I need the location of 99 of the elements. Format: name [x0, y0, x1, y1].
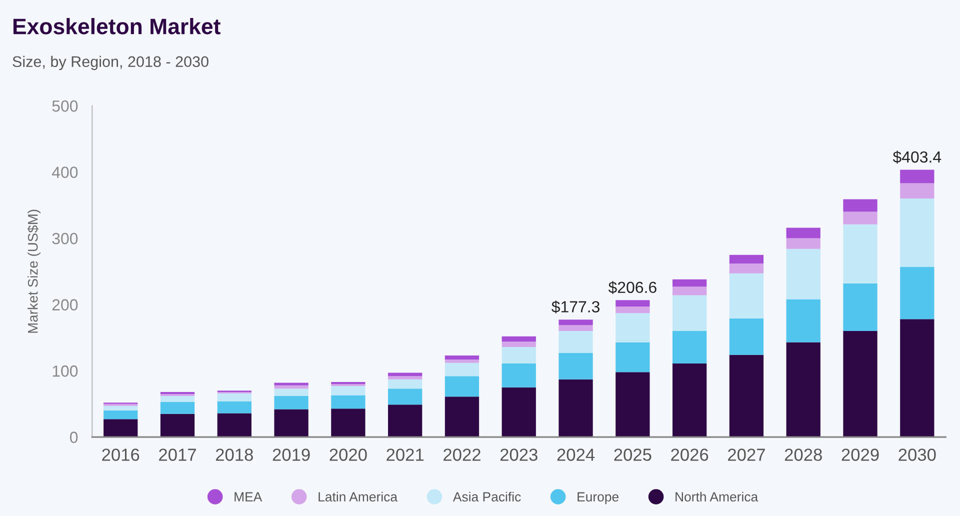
bar [444, 376, 480, 397]
bar [786, 299, 820, 342]
bar [729, 254, 764, 264]
bar [843, 199, 878, 212]
bar [558, 352, 593, 380]
bar [502, 336, 536, 342]
bar [502, 387, 536, 438]
bar [843, 331, 878, 438]
bar [274, 388, 308, 396]
x-tick-label: 2016 [102, 448, 140, 461]
bar [444, 362, 480, 376]
y-tick-label: 0 [70, 432, 78, 443]
bar [729, 318, 764, 355]
bar [729, 273, 764, 318]
bar [672, 331, 707, 364]
bar [900, 266, 934, 320]
bar [104, 406, 138, 411]
bar [786, 228, 820, 238]
bar [729, 263, 764, 274]
bar [843, 224, 878, 284]
legend-label: Latin America [318, 492, 398, 502]
bar [558, 331, 593, 353]
bar [900, 198, 934, 267]
chart-subtitle: Size, by Region, 2018 - 2030 [12, 56, 208, 70]
legend-label: Europe [578, 492, 619, 504]
y-tick-label: 300 [52, 232, 78, 244]
bar [331, 395, 366, 409]
bar [388, 388, 422, 405]
bar [502, 346, 536, 364]
bar [558, 320, 593, 326]
bar [160, 402, 195, 414]
bar [900, 319, 934, 438]
bar [388, 372, 422, 376]
bar [900, 170, 934, 184]
total-label: $177.3 [552, 300, 600, 314]
bar [160, 396, 195, 402]
total-label: $206.6 [608, 281, 656, 294]
x-tick-label: 2026 [671, 448, 708, 461]
bar [160, 414, 195, 438]
bar [672, 279, 707, 287]
bar [331, 386, 366, 396]
bar [274, 385, 308, 389]
x-tick-label: 2017 [159, 448, 196, 461]
x-tick-label: 2025 [614, 448, 652, 461]
x-tick-label: 2029 [842, 448, 879, 461]
bar [729, 354, 764, 438]
bar [843, 212, 878, 224]
y-tick-label: 500 [52, 100, 78, 112]
bar [444, 396, 480, 438]
bar [616, 300, 650, 307]
total-label: $403.4 [892, 150, 942, 164]
bar [104, 419, 138, 438]
bar [843, 283, 878, 332]
bar [274, 409, 308, 438]
x-tick-label: 2024 [557, 448, 595, 461]
x-tick-label: 2021 [386, 448, 424, 461]
bar [616, 313, 650, 342]
bar [217, 413, 252, 438]
x-tick-label: 2019 [272, 448, 310, 461]
bar [616, 372, 650, 438]
legend-label: Asia Pacific [452, 492, 521, 502]
bar [388, 376, 422, 380]
bar [388, 404, 422, 438]
x-tick-label: 2023 [500, 448, 538, 461]
bar [274, 382, 308, 386]
bar [502, 342, 536, 347]
x-tick-label: 2027 [728, 448, 765, 461]
bar [217, 401, 252, 414]
bar [444, 360, 480, 363]
bar [786, 342, 820, 438]
y-axis-title: Market Size (US$M) [27, 210, 41, 333]
bar [558, 379, 593, 438]
x-tick-label: 2018 [216, 448, 253, 461]
bar [104, 410, 138, 420]
bar [217, 393, 252, 402]
legend-label: North America [676, 492, 758, 502]
legend-label: MEA [234, 492, 262, 502]
bar [331, 408, 366, 438]
y-tick-label: 200 [52, 299, 78, 310]
bar [558, 325, 593, 332]
bar [388, 379, 422, 389]
bar [672, 295, 707, 332]
x-tick-label: 2030 [898, 448, 936, 461]
x-tick-label: 2028 [784, 448, 822, 461]
x-tick-label: 2022 [444, 448, 480, 461]
bar [672, 286, 707, 296]
bar [502, 364, 536, 388]
bar [616, 306, 650, 314]
y-tick-label: 400 [52, 166, 78, 178]
bar [672, 364, 707, 438]
bar [900, 183, 934, 199]
bar [616, 342, 650, 372]
bar [786, 248, 820, 300]
x-tick-label: 2020 [330, 448, 367, 461]
y-tick-label: 100 [52, 365, 78, 377]
bar [274, 396, 308, 410]
bar [444, 356, 480, 360]
chart-title: Exoskeleton Market [13, 18, 220, 34]
bar [786, 238, 820, 249]
